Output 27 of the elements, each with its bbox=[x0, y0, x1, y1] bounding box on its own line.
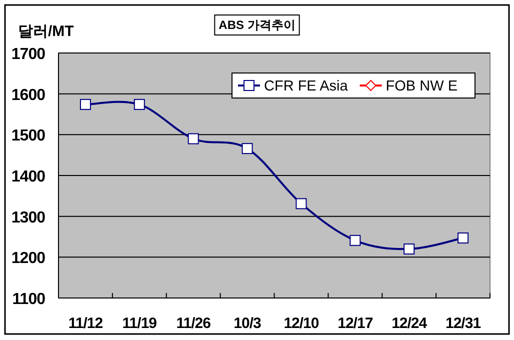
point bbox=[404, 244, 415, 254]
y-tick-label: 1400 bbox=[11, 168, 46, 186]
y-axis-title: 달러/MT bbox=[18, 23, 74, 40]
x-tick-label: 12/24 bbox=[392, 315, 428, 332]
legend-label: FOB NW E bbox=[386, 78, 458, 94]
y-tick-label: 1300 bbox=[11, 209, 46, 226]
point bbox=[458, 232, 469, 244]
point bbox=[134, 98, 145, 110]
y-tick-label: 1500 bbox=[11, 128, 46, 145]
x-tick-label: 10/3 bbox=[234, 315, 262, 332]
x-tick-label: 11/12 bbox=[68, 315, 103, 332]
y-tick-label: 1700 bbox=[11, 46, 46, 63]
y-tick-label: 1200 bbox=[11, 250, 46, 268]
x-tick-label: 12/17 bbox=[338, 315, 373, 332]
legend-label: CFR FE Asia bbox=[264, 78, 349, 94]
y-tick-label: 1600 bbox=[11, 86, 46, 104]
x-tick-label: 12/31 bbox=[446, 315, 481, 332]
point bbox=[80, 98, 91, 110]
x-tick-label: 11/26 bbox=[176, 315, 211, 332]
x-tick-label: 12/10 bbox=[284, 315, 319, 332]
point bbox=[350, 234, 361, 246]
point bbox=[188, 133, 199, 144]
y-tick-label: 1100 bbox=[12, 291, 46, 308]
x-tick-label: 11/19 bbox=[122, 315, 157, 332]
point bbox=[296, 198, 307, 210]
point bbox=[242, 143, 253, 154]
chart-title: ABS 가격추이 bbox=[218, 18, 296, 32]
